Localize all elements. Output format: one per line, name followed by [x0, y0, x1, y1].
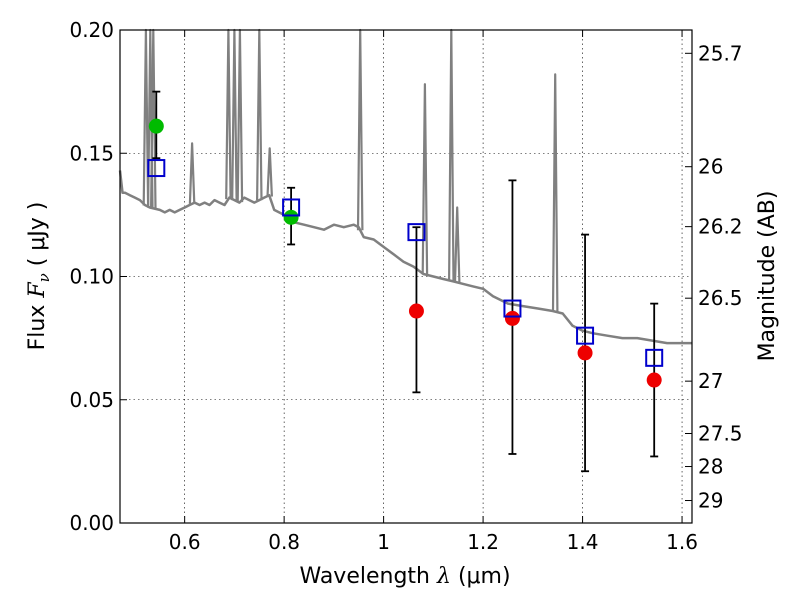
- emission-line: [551, 73, 559, 312]
- model-square: [147, 159, 166, 178]
- emission-line: [421, 83, 429, 275]
- red-data-point: [504, 310, 520, 326]
- emission-line: [188, 142, 196, 204]
- model-square: [576, 326, 595, 345]
- model-square: [282, 198, 301, 217]
- x-tick-label: 1.4: [567, 530, 599, 554]
- y2-tick-label: 27.5: [698, 422, 743, 446]
- emission-line: [266, 147, 273, 197]
- red-data-point: [646, 372, 662, 388]
- y2-tick-label: 29: [698, 489, 723, 513]
- markers: [147, 118, 664, 388]
- spectrum-line: [118, 170, 692, 345]
- y2-tick-label: 26.2: [698, 215, 743, 239]
- y2-tick-label: 27: [698, 369, 723, 393]
- model-square: [645, 348, 664, 367]
- y-tick-label: 0.10: [69, 265, 114, 289]
- x-tick-label: 1: [377, 530, 390, 554]
- red-data-point: [577, 345, 593, 361]
- y2-tick-label: 26.5: [698, 286, 743, 310]
- y2-tick-label: 25.7: [698, 41, 743, 65]
- green-data-point: [283, 209, 299, 225]
- green-data-point: [148, 118, 164, 134]
- y2-tick-label: 28: [698, 455, 723, 479]
- y-tick-label: 0.15: [69, 141, 114, 165]
- model-square: [407, 223, 426, 242]
- y-tick-label: 0.20: [69, 18, 114, 42]
- ticks: 0.6 0.8 1 1.2 1.4 1.6 0.00 0.05 0.10 0.15 0.20 25.7…: [69, 18, 742, 554]
- y-tick-label: 0.00: [69, 511, 114, 535]
- x-axis-label: Wavelength λ (μm): [299, 564, 510, 589]
- y2-tick-label: 26: [698, 155, 723, 179]
- x-tick-label: 1.2: [467, 530, 499, 554]
- x-tick-label: 1.6: [666, 530, 698, 554]
- y2-axis-label: Magnitude (AB): [755, 191, 780, 362]
- x-tick-label: 0.6: [169, 530, 201, 554]
- x-tick-label: 0.8: [268, 530, 300, 554]
- model-square: [503, 299, 522, 318]
- y-axis-label: Flux Fν ( μJy ): [25, 202, 53, 351]
- emission-line: [453, 206, 461, 283]
- red-data-point: [408, 303, 424, 319]
- y-tick-label: 0.05: [69, 388, 114, 412]
